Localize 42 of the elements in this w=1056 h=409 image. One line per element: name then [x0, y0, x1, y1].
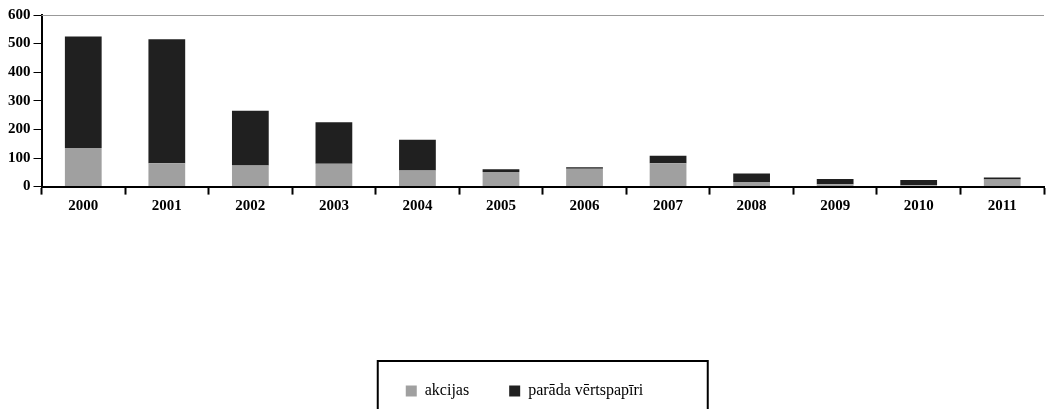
legend-label: akcijas: [424, 381, 470, 400]
x-tick-label: 2003: [318, 197, 349, 214]
bar: [64, 36, 102, 148]
x-tick-label: 2005: [485, 197, 516, 214]
x-tick-label: 2010: [903, 197, 934, 214]
bar: [231, 110, 269, 166]
bar: [148, 39, 186, 164]
bar: [231, 165, 269, 187]
bar: [983, 177, 1021, 180]
bar: [399, 139, 436, 171]
bar: [900, 180, 938, 186]
x-tick-label: 2006: [569, 197, 601, 214]
y-tick-label: 400: [8, 63, 31, 80]
bar: [566, 168, 603, 187]
y-tick-label: 200: [8, 120, 31, 137]
bar: [148, 163, 186, 187]
bar: [482, 172, 520, 187]
bar: [315, 122, 353, 164]
y-tick-label: 500: [8, 34, 31, 51]
y-tick-label: 100: [8, 148, 31, 165]
bar: [399, 170, 436, 187]
x-tick-label: 2011: [987, 197, 1017, 214]
x-tick-label: 2009: [820, 197, 851, 214]
y-tick-label: 300: [8, 91, 31, 108]
x-tick-label: 2004: [402, 197, 433, 214]
x-tick-label: 2002: [235, 197, 266, 214]
x-tick-label: 2008: [736, 197, 767, 214]
y-tick-label: 600: [8, 5, 31, 22]
bar: [64, 147, 102, 187]
bar: [482, 169, 520, 173]
y-tick-label: 0: [23, 177, 31, 194]
bar: [816, 178, 854, 185]
bar: [649, 155, 687, 164]
bar: [983, 179, 1021, 187]
bar: [733, 182, 770, 187]
bar: [733, 173, 770, 183]
x-tick-label: 2001: [151, 197, 182, 214]
x-tick-label: 2007: [653, 197, 684, 214]
x-tick-label: 2000: [68, 197, 99, 214]
bar: [315, 163, 353, 187]
legend-label: parāda vērtspapīri: [528, 381, 644, 400]
bar: [649, 163, 687, 187]
